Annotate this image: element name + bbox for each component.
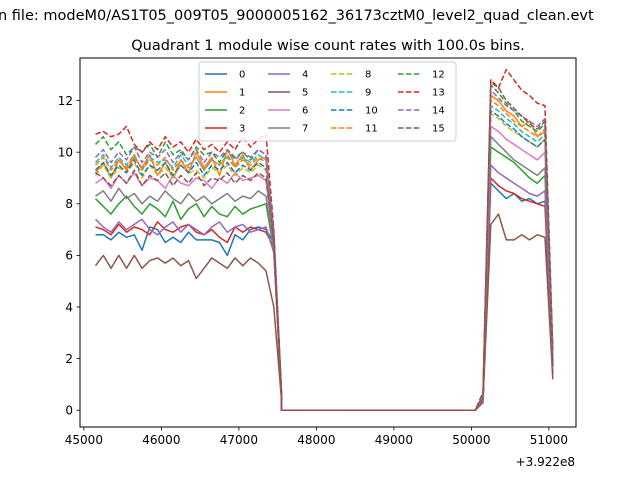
y-tick-label: 6: [65, 249, 73, 263]
y-axis: 0 2 4 6 8 10 12: [58, 94, 80, 418]
plot-frame: [79, 57, 577, 428]
x-axis: 45000 46000 47000 48000 49000 50000 51000: [65, 427, 568, 447]
legend-label-3: 3: [239, 124, 245, 135]
series-layer: [94, 68, 554, 411]
series-line-9: [94, 104, 554, 411]
legend-label-9: 9: [365, 88, 371, 99]
series-line-4: [94, 164, 554, 411]
series-line-10: [94, 110, 554, 411]
legend-label-4: 4: [302, 70, 308, 81]
y-tick-label: 4: [65, 300, 73, 314]
y-tick-label: 12: [58, 94, 73, 108]
legend-label-12: 12: [432, 70, 445, 81]
legend-label-8: 8: [365, 70, 371, 81]
series-line-3: [95, 177, 554, 411]
x-tick-label: 47000: [220, 433, 258, 447]
x-tick-label: 48000: [297, 433, 335, 447]
legend-label-6: 6: [302, 106, 308, 117]
y-tick-label: 10: [58, 145, 73, 159]
y-tick-label: 8: [65, 197, 73, 211]
series-line-15: [95, 81, 554, 411]
chart-title: Quadrant 1 module wise count rates with …: [131, 38, 525, 54]
series-line-0: [95, 182, 554, 411]
legend-label-5: 5: [302, 88, 308, 99]
x-tick-label: 51000: [530, 433, 568, 447]
series-line-2: [94, 146, 554, 411]
legend-label-2: 2: [239, 106, 245, 117]
legend-label-11: 11: [365, 124, 378, 135]
series-line-6: [95, 125, 554, 411]
legend-label-14: 14: [432, 106, 445, 117]
x-tick-label: 49000: [375, 433, 413, 447]
x-tick-label: 45000: [65, 433, 103, 447]
legend-label-0: 0: [239, 70, 245, 81]
legend-frame: [198, 61, 457, 142]
x-offset-label: +3.922e8: [516, 455, 575, 469]
series-line-13: [95, 68, 554, 411]
legend-label-10: 10: [365, 106, 378, 117]
series-line-5: [94, 213, 554, 411]
y-tick-label: 2: [65, 352, 73, 366]
legend-label-15: 15: [432, 124, 445, 135]
legend-label-1: 1: [239, 88, 245, 99]
series-line-11: [94, 99, 554, 411]
series-line-12: [94, 84, 554, 411]
figure-suptitle: n file: modeM0/AS1T05_009T05_9000005162_…: [0, 8, 594, 24]
series-line-14: [94, 89, 554, 411]
y-tick-label: 0: [65, 404, 73, 418]
legend-label-13: 13: [432, 88, 445, 99]
x-tick-label: 50000: [452, 433, 490, 447]
legend-label-7: 7: [302, 124, 308, 135]
series-line-7: [95, 135, 554, 411]
x-tick-label: 46000: [142, 433, 180, 447]
